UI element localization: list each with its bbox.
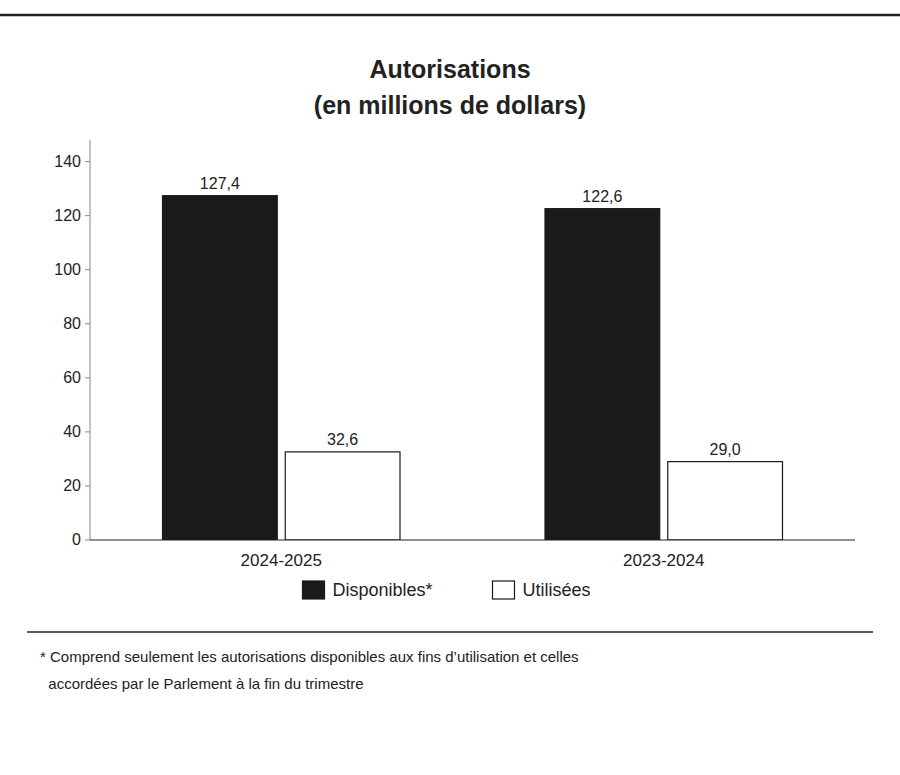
value-label: 29,0 bbox=[710, 441, 741, 458]
y-tick bbox=[85, 323, 90, 324]
y-tick bbox=[85, 431, 90, 432]
bar bbox=[545, 209, 660, 540]
x-tick-label: 2023-2024 bbox=[623, 551, 704, 570]
y-tick bbox=[85, 161, 90, 162]
footnote: accordées par le Parlement à la fin du t… bbox=[40, 675, 363, 692]
y-axis-line bbox=[90, 140, 91, 540]
value-label: 127,4 bbox=[200, 175, 240, 192]
legend: Disponibles* Utilisées bbox=[303, 580, 591, 600]
legend-swatch bbox=[493, 581, 515, 599]
y-tick-label: 140 bbox=[54, 153, 81, 170]
footnote-rule bbox=[27, 631, 873, 633]
bar bbox=[668, 462, 783, 540]
y-tick bbox=[85, 269, 90, 270]
y-tick bbox=[85, 485, 90, 486]
chart-svg: Autorisations (en millions de dollars) 0 20… bbox=[0, 0, 900, 775]
y-tick-label: 0 bbox=[72, 531, 81, 548]
title: Autorisations bbox=[369, 55, 530, 83]
legend-label: Utilisées bbox=[523, 580, 591, 600]
y-tick-label: 100 bbox=[54, 261, 81, 278]
subtitle: (en millions de dollars) bbox=[314, 91, 586, 119]
value-labels: 127,4 32,6 122,6 29,0 bbox=[200, 175, 741, 458]
y-tick-label: 40 bbox=[63, 423, 81, 440]
value-label: 122,6 bbox=[582, 188, 622, 205]
y-tick bbox=[85, 215, 90, 216]
chart-container: Autorisations (en millions de dollars) 0 20… bbox=[0, 0, 900, 775]
bars bbox=[163, 196, 783, 540]
legend-label: Disponibles* bbox=[333, 580, 433, 600]
bar bbox=[163, 196, 278, 540]
y-tick-label: 20 bbox=[63, 477, 81, 494]
top-rule bbox=[0, 14, 900, 17]
x-axis-line bbox=[90, 539, 855, 540]
y-tick bbox=[85, 377, 90, 378]
bar bbox=[285, 452, 400, 540]
legend-swatch bbox=[303, 581, 325, 599]
footnote: * Comprend seulement les autorisations d… bbox=[40, 648, 579, 665]
value-label: 32,6 bbox=[327, 431, 358, 448]
y-tick bbox=[85, 540, 90, 541]
y-tick-label: 80 bbox=[63, 315, 81, 332]
x-tick-label: 2024-2025 bbox=[241, 551, 322, 570]
y-tick-label: 60 bbox=[63, 369, 81, 386]
y-tick-label: 120 bbox=[54, 207, 81, 224]
